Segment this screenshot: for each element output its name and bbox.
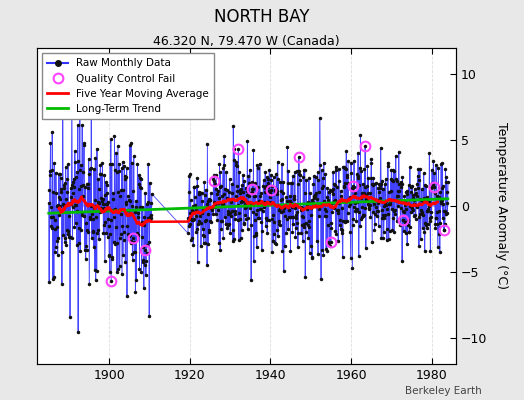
Y-axis label: Temperature Anomaly (°C): Temperature Anomaly (°C) — [495, 122, 508, 290]
Title: 46.320 N, 79.470 W (Canada): 46.320 N, 79.470 W (Canada) — [153, 35, 340, 48]
Text: NORTH BAY: NORTH BAY — [214, 8, 310, 26]
Text: Berkeley Earth: Berkeley Earth — [406, 386, 482, 396]
Legend: Raw Monthly Data, Quality Control Fail, Five Year Moving Average, Long-Term Tren: Raw Monthly Data, Quality Control Fail, … — [42, 53, 214, 119]
